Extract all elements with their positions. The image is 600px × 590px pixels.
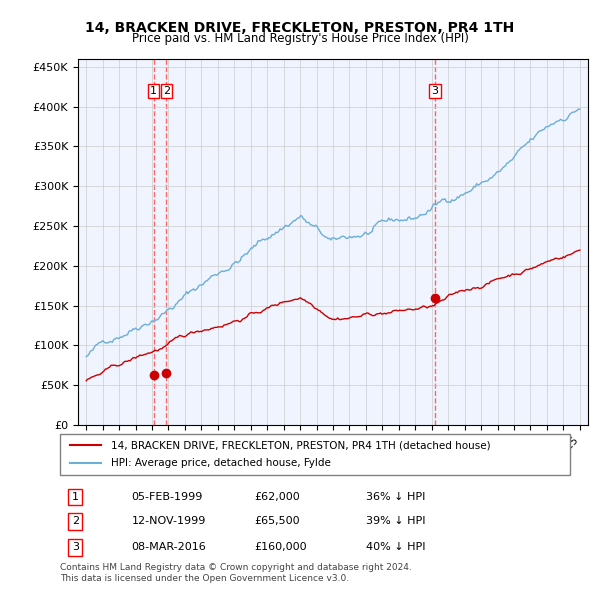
- Text: £160,000: £160,000: [254, 542, 307, 552]
- Text: 1: 1: [150, 86, 157, 96]
- Text: 36% ↓ HPI: 36% ↓ HPI: [366, 492, 425, 502]
- Text: 14, BRACKEN DRIVE, FRECKLETON, PRESTON, PR4 1TH (detached house): 14, BRACKEN DRIVE, FRECKLETON, PRESTON, …: [111, 440, 491, 450]
- Text: 2: 2: [72, 516, 79, 526]
- Text: 1: 1: [72, 492, 79, 502]
- Text: 2: 2: [163, 86, 170, 96]
- Text: £65,500: £65,500: [254, 516, 299, 526]
- Text: 39% ↓ HPI: 39% ↓ HPI: [366, 516, 425, 526]
- Text: 05-FEB-1999: 05-FEB-1999: [131, 492, 203, 502]
- Text: 12-NOV-1999: 12-NOV-1999: [131, 516, 206, 526]
- FancyBboxPatch shape: [60, 434, 570, 475]
- Text: 40% ↓ HPI: 40% ↓ HPI: [366, 542, 425, 552]
- Text: HPI: Average price, detached house, Fylde: HPI: Average price, detached house, Fyld…: [111, 458, 331, 468]
- Text: 3: 3: [431, 86, 439, 96]
- Text: Contains HM Land Registry data © Crown copyright and database right 2024.
This d: Contains HM Land Registry data © Crown c…: [60, 563, 412, 583]
- Text: £62,000: £62,000: [254, 492, 299, 502]
- Text: Price paid vs. HM Land Registry's House Price Index (HPI): Price paid vs. HM Land Registry's House …: [131, 32, 469, 45]
- Text: 08-MAR-2016: 08-MAR-2016: [131, 542, 206, 552]
- Text: 14, BRACKEN DRIVE, FRECKLETON, PRESTON, PR4 1TH: 14, BRACKEN DRIVE, FRECKLETON, PRESTON, …: [85, 21, 515, 35]
- Text: 3: 3: [72, 542, 79, 552]
